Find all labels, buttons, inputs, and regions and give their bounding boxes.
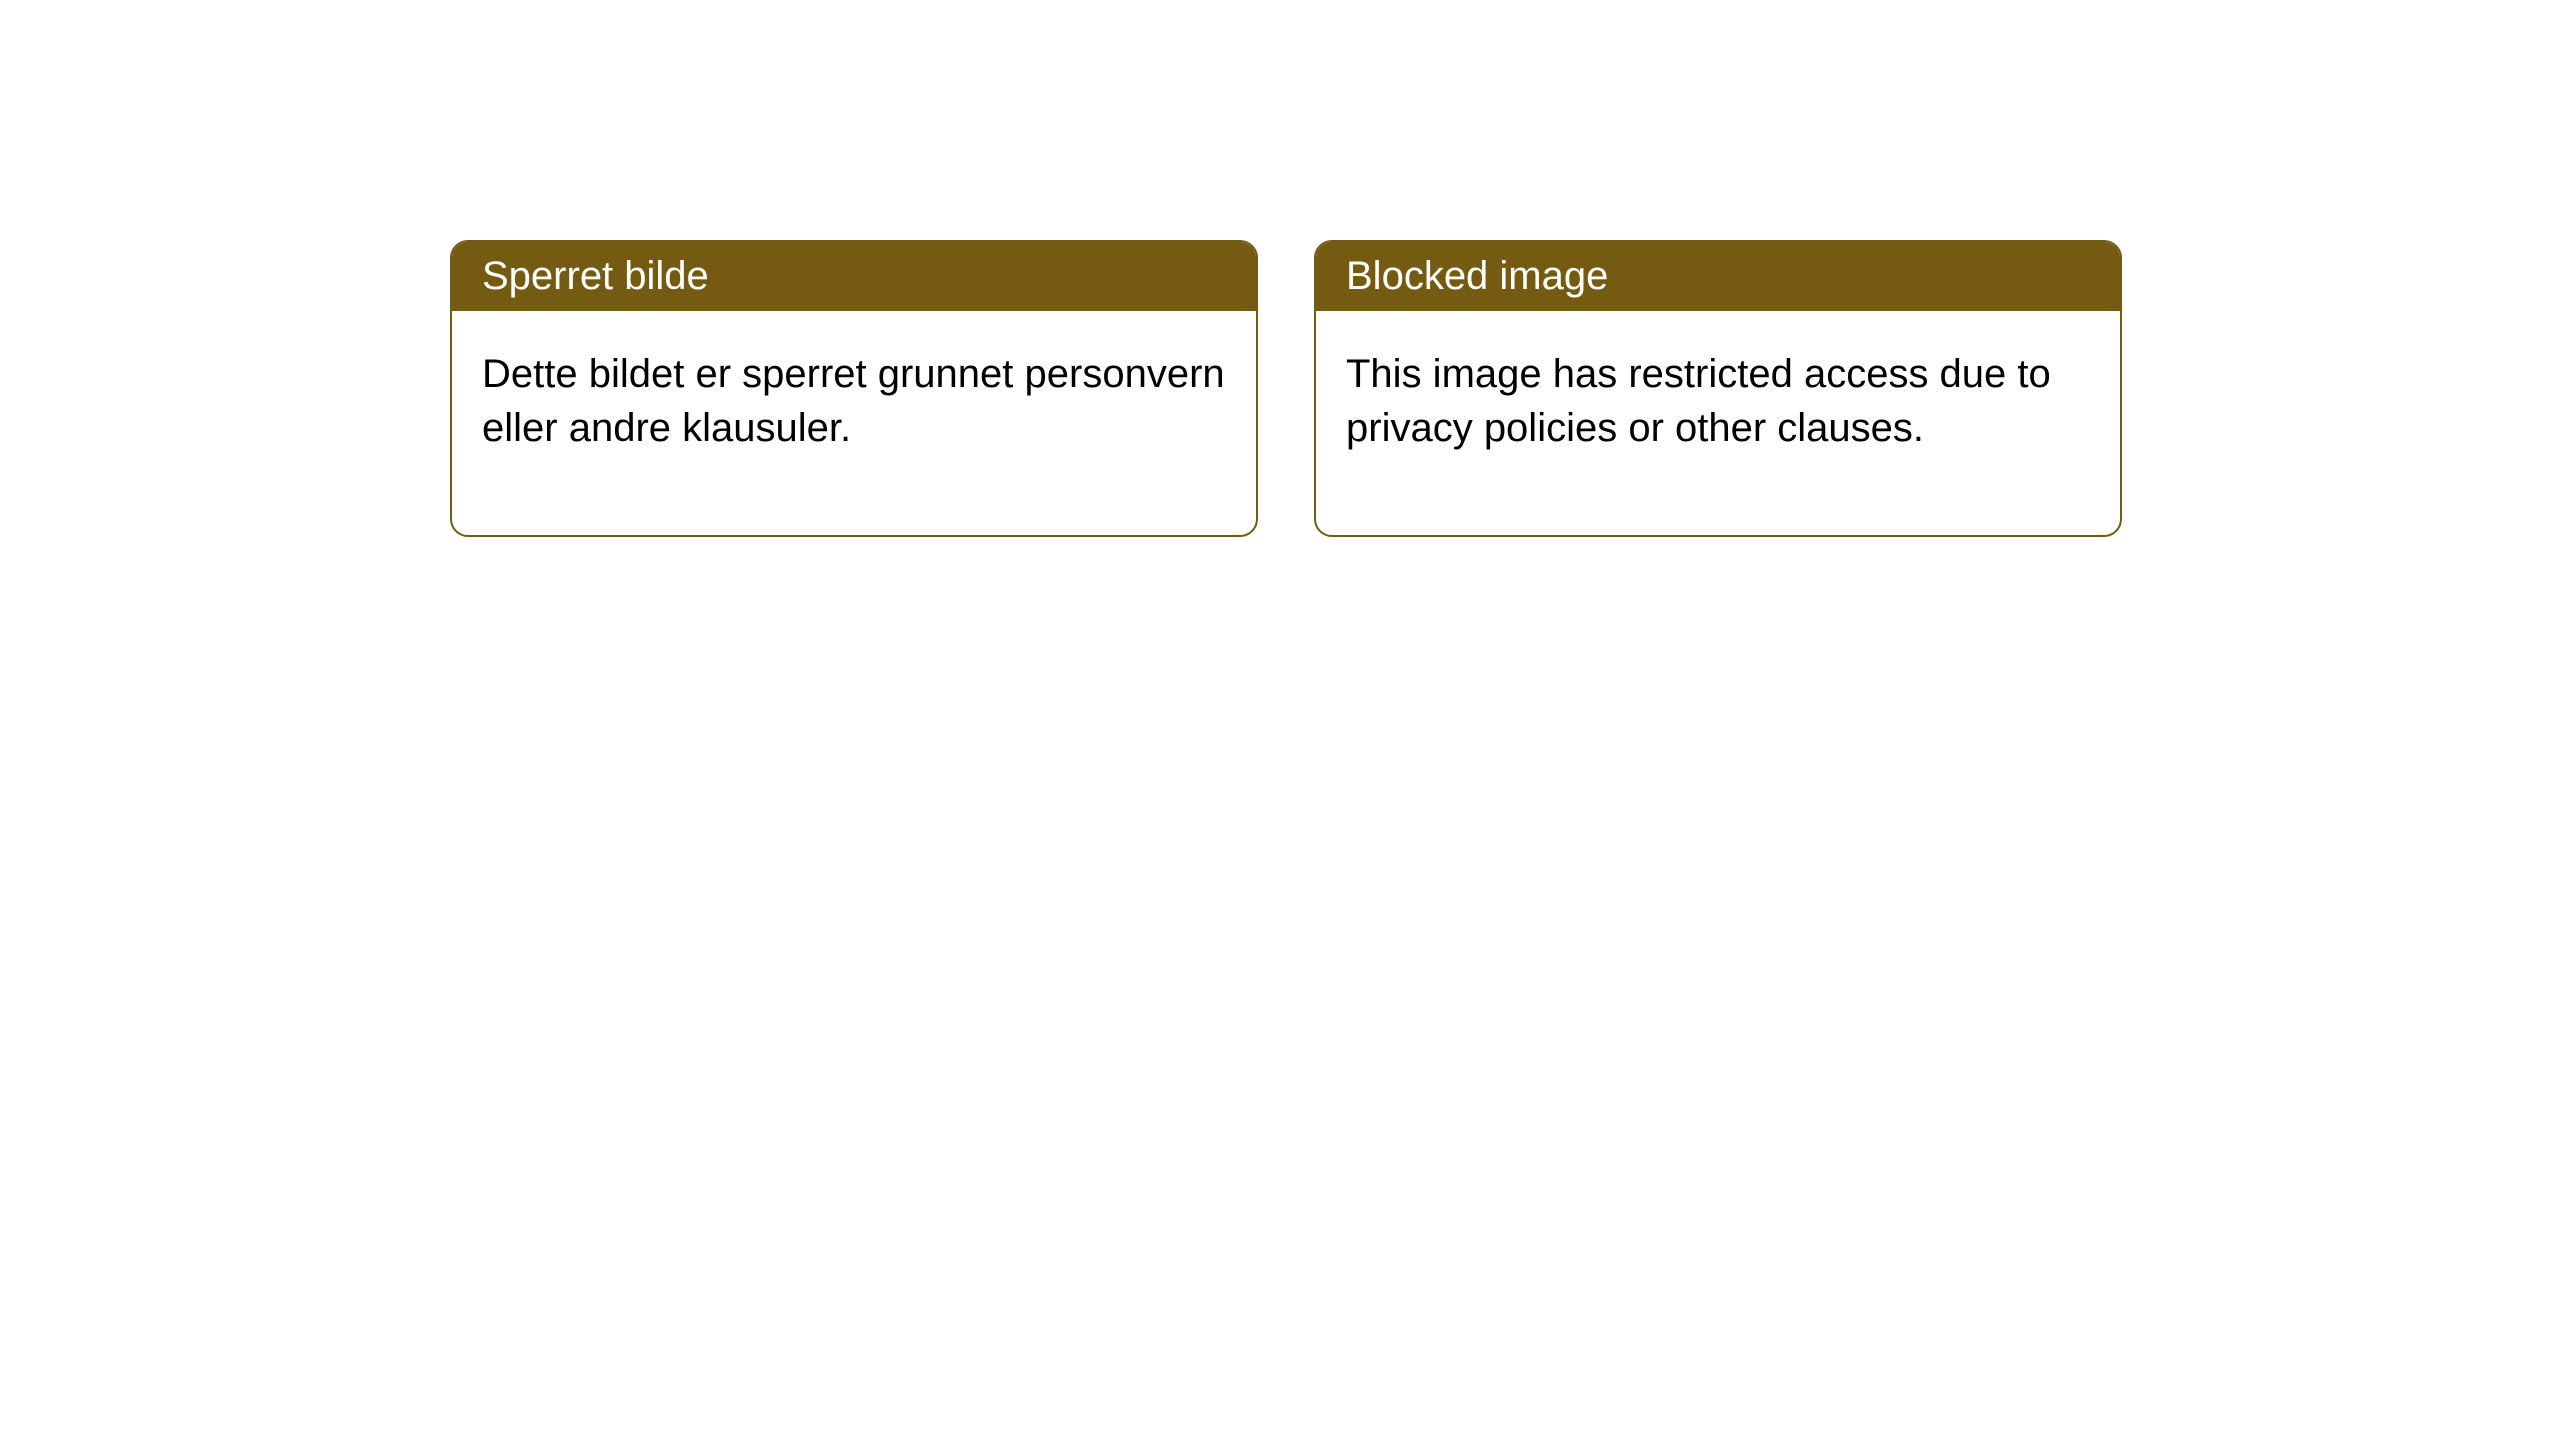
notice-cards-row: Sperret bilde Dette bildet er sperret gr… — [450, 240, 2122, 537]
notice-card-norwegian: Sperret bilde Dette bildet er sperret gr… — [450, 240, 1258, 537]
card-body-text: Dette bildet er sperret grunnet personve… — [452, 311, 1256, 535]
card-title: Sperret bilde — [452, 242, 1256, 311]
card-body-text: This image has restricted access due to … — [1316, 311, 2120, 535]
notice-card-english: Blocked image This image has restricted … — [1314, 240, 2122, 537]
card-title: Blocked image — [1316, 242, 2120, 311]
